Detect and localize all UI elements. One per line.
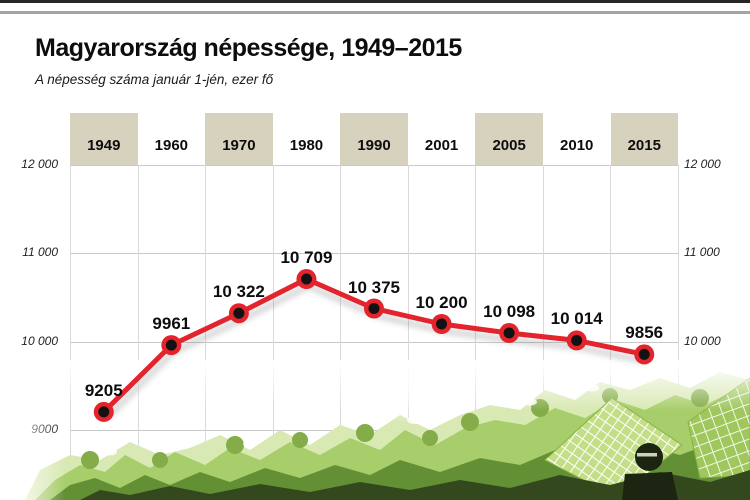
gridline-h-11000 [70,253,678,255]
crowd-dark-layer [80,470,750,500]
data-point-dot-1990 [368,303,380,315]
year-cell-1990: 1990 [340,113,408,165]
year-cell-1970: 1970 [205,113,273,165]
chart-subtitle: A népesség száma január 1-jén, ezer fő [35,72,274,87]
value-label-1949: 9205 [84,380,123,400]
year-cell-2010: 2010 [543,113,611,165]
gridline-v [610,165,612,480]
gridline-v [678,165,679,480]
data-point-dot-1970 [233,307,245,319]
y-tick-right-10000: 10 000 [684,333,721,348]
value-label-2010: 10 014 [550,309,603,329]
top-border-black [0,0,750,3]
value-label-1960: 9961 [152,314,191,334]
gridline-v [70,165,71,480]
year-cell-1980: 1980 [273,113,341,165]
value-label-2015: 9856 [625,323,664,343]
gridline-v [475,165,477,480]
data-point-dot-2005 [503,327,515,339]
x-axis-header: 1949 1960 1970 1980 1990 2001 2005 2010 2015 [70,113,679,165]
year-label: 2001 [424,136,459,154]
y-tick-left-10000: 10 000 [21,333,58,348]
gridline-v [340,165,342,480]
y-tick-left-11000: 11 000 [22,245,58,260]
year-label: 1980 [289,136,324,154]
gridline-v [272,165,274,480]
y-tick-right-12000: 12 000 [684,157,721,171]
gridline-h-9000 [70,430,678,431]
value-label-1990: 10 375 [348,277,400,297]
value-label-2001: 10 200 [415,293,468,312]
gridline-h-10000 [70,341,678,343]
data-point-dot-2015 [638,348,650,360]
man-with-glasses [622,443,678,500]
value-label-2005: 10 098 [483,302,536,321]
y-tick-right-11000: 11 000 [684,245,720,260]
data-point-dot-1949 [98,406,110,418]
gridline-h-12000 [70,165,678,166]
gridline-v [205,165,207,480]
data-point-dot-2001 [436,318,448,330]
year-label: 2015 [627,136,661,154]
crowd-left-fade [0,360,65,500]
year-cell-2015: 2015 [610,113,679,165]
year-label: 1949 [87,136,121,154]
year-label: 2005 [492,136,526,154]
data-point-dot-1960 [165,339,177,351]
y-tick-left-12000: 12 000 [21,157,58,171]
year-cell-1960: 1960 [138,113,206,165]
year-cell-2005: 2005 [475,113,543,165]
year-cell-1949: 1949 [70,113,138,165]
line-series [93,269,655,422]
value-label-1970: 10 322 [212,282,265,302]
top-border-gray [0,11,750,14]
year-label: 1970 [222,136,256,154]
year-label: 1960 [154,136,189,154]
year-label: 2010 [560,136,594,154]
year-cell-2001: 2001 [408,113,476,165]
data-point-dot-2010 [571,334,583,346]
chart-title: Magyarország népessége, 1949–2015 [35,34,462,62]
gridline-v [137,165,139,480]
gridline-v [542,165,544,480]
value-label-1980: 10 709 [280,248,333,268]
year-label: 1990 [357,136,391,154]
data-point-dot-1980 [300,273,312,285]
